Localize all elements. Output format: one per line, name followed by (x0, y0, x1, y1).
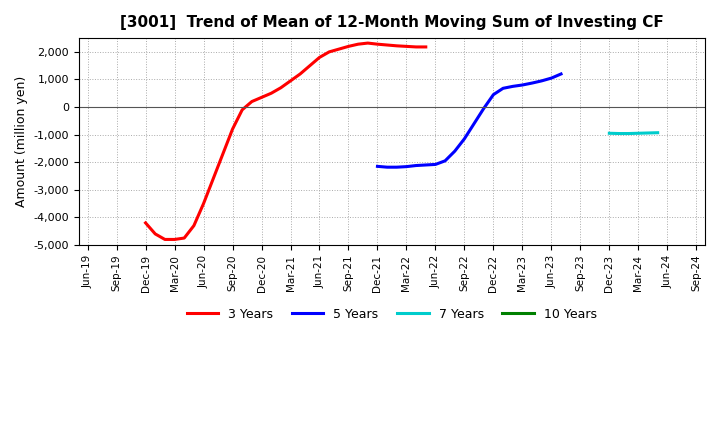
Title: [3001]  Trend of Mean of 12-Month Moving Sum of Investing CF: [3001] Trend of Mean of 12-Month Moving … (120, 15, 664, 30)
Legend: 3 Years, 5 Years, 7 Years, 10 Years: 3 Years, 5 Years, 7 Years, 10 Years (182, 303, 602, 326)
Y-axis label: Amount (million yen): Amount (million yen) (15, 76, 28, 207)
